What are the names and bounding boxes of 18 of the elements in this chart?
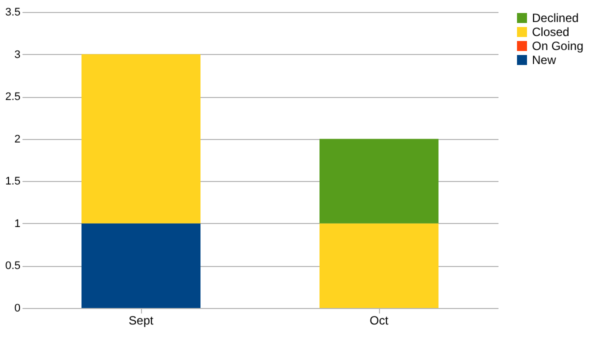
x-tick-label: Oct — [370, 314, 389, 328]
y-tick-label: 3.5 — [5, 6, 20, 18]
y-tick-label: 2 — [14, 133, 20, 146]
y-tick-label: 1 — [14, 218, 20, 230]
bar — [82, 54, 200, 224]
y-tick-label: 1.5 — [5, 176, 20, 188]
legend-label: On Going — [532, 39, 584, 53]
y-tick-label: 0.5 — [5, 260, 20, 272]
y-tick-label: 3 — [14, 48, 20, 61]
x-tick-label: Sept — [128, 314, 154, 328]
legend-label: Closed — [532, 25, 570, 39]
legend-label: New — [532, 53, 556, 67]
bar — [320, 223, 438, 308]
y-tick-label: 2.5 — [5, 91, 20, 104]
bar — [320, 138, 438, 224]
bar — [82, 223, 200, 308]
y-tick-label: 0 — [14, 302, 20, 314]
legend-label: Declined — [532, 11, 579, 25]
